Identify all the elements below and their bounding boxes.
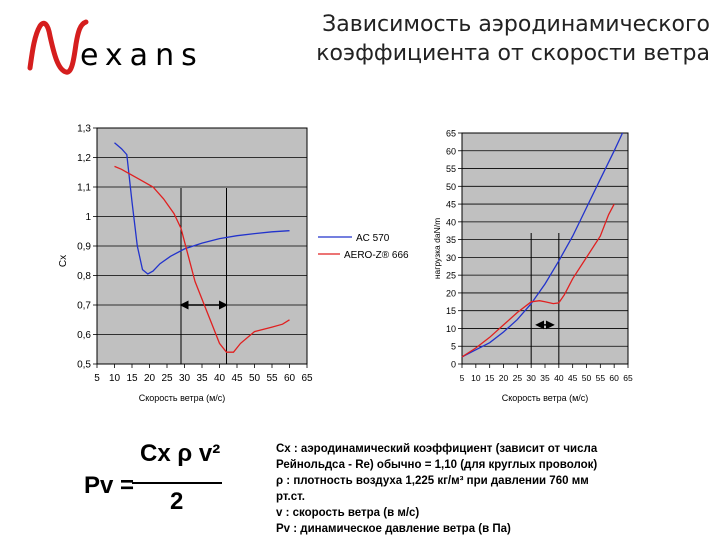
- x-tick-label: 60: [609, 373, 619, 383]
- note-line: Cx : аэродинамический коэффициент (завис…: [276, 443, 598, 455]
- note-line: ρ : плотность воздуха 1,225 кг/м³ при да…: [276, 475, 589, 487]
- series-line-0: [461, 132, 624, 358]
- y-tick-label: 15: [446, 306, 456, 316]
- y-tick-label: 0,9: [77, 242, 91, 253]
- x-tick-label: 20: [499, 373, 509, 383]
- x-tick-label: 65: [301, 373, 313, 384]
- y-tick-label: 0,6: [77, 330, 91, 341]
- x-tick-label: 5: [460, 373, 465, 383]
- x-tick-label: 45: [231, 373, 243, 384]
- y-tick-label: 55: [446, 164, 456, 174]
- y-tick-label: 10: [446, 324, 456, 334]
- y-tick-label: 50: [446, 182, 456, 192]
- y-tick-label: 25: [446, 271, 456, 281]
- x-tick-label: 50: [249, 373, 261, 384]
- x-tick-label: 20: [144, 373, 156, 384]
- formula-notes: Cx : аэродинамический коэффициент (завис…: [276, 441, 716, 537]
- note-line: v : скорость ветра (в м/с): [276, 507, 420, 519]
- y-tick-label: 0,8: [77, 271, 91, 282]
- y-tick-label: 65: [446, 129, 456, 139]
- y-tick-label: 20: [446, 288, 456, 298]
- formula-fraction-bar: [132, 482, 222, 484]
- y-tick-label: 1,2: [77, 153, 91, 164]
- y-tick-label: 30: [446, 253, 456, 263]
- x-tick-label: 55: [266, 373, 278, 384]
- x-tick-label: 45: [568, 373, 578, 383]
- y-tick-label: 45: [446, 200, 456, 210]
- legend-label-ac570: AC 570: [356, 233, 390, 244]
- y-tick-label: 0: [451, 360, 456, 370]
- x-tick-label: 15: [485, 373, 495, 383]
- y-tick-label: 1,1: [77, 183, 91, 194]
- x-axis-label: Скорость ветра (м/с): [502, 393, 589, 403]
- x-tick-label: 40: [214, 373, 226, 384]
- nexans-logo: [18, 14, 218, 84]
- legend-label-aero: AERO-Z® 666: [344, 250, 409, 261]
- y-axis-label: Cx: [58, 255, 69, 267]
- series-line-1: [461, 203, 615, 358]
- x-tick-label: 5: [94, 373, 100, 384]
- y-tick-label: 40: [446, 217, 456, 227]
- formula-lhs: Pv =: [84, 472, 135, 499]
- x-tick-label: 55: [596, 373, 606, 383]
- y-tick-label: 1,3: [77, 124, 91, 135]
- x-tick-label: 30: [179, 373, 191, 384]
- x-tick-label: 50: [582, 373, 592, 383]
- x-tick-label: 25: [161, 373, 173, 384]
- page-title: Зависимость аэродинамического коэффициен…: [290, 10, 710, 68]
- series-line-1: [114, 165, 290, 353]
- logo-text: exans: [80, 38, 204, 73]
- x-tick-label: 10: [109, 373, 121, 384]
- x-tick-label: 60: [284, 373, 296, 384]
- note-line: Рейнольдса - Re) обычно = 1,10 (для круг…: [276, 459, 598, 471]
- x-tick-label: 25: [513, 373, 523, 383]
- y-tick-label: 0,7: [77, 301, 91, 312]
- x-tick-label: 35: [540, 373, 550, 383]
- x-tick-label: 65: [623, 373, 633, 383]
- plot-area: [461, 132, 629, 365]
- x-tick-label: 15: [126, 373, 138, 384]
- logo-n-mark: [27, 19, 89, 75]
- formula-numerator: Cx ρ v²: [140, 440, 221, 467]
- series-line-0: [114, 142, 290, 275]
- pressure-formula: Pv = Cx ρ v² 2: [84, 436, 234, 526]
- formula-denominator: 2: [170, 488, 184, 515]
- note-line: Pv : динамическое давление ветра (в Па): [276, 523, 511, 535]
- legend: AC 570 AERO-Z® 666: [318, 233, 409, 261]
- x-tick-label: 10: [471, 373, 481, 383]
- y-axis-label: нагрузка daN/m: [432, 218, 442, 279]
- x-axis-label: Скорость ветра (м/с): [139, 393, 226, 403]
- y-tick-label: 5: [451, 342, 456, 352]
- x-tick-label: 40: [554, 373, 564, 383]
- x-tick-label: 35: [196, 373, 208, 384]
- y-tick-label: 35: [446, 235, 456, 245]
- y-tick-label: 0,5: [77, 360, 91, 371]
- y-tick-label: 60: [446, 146, 456, 156]
- title-line-2: коэффициента от скорости ветра: [316, 41, 710, 66]
- y-tick-label: 1: [85, 212, 91, 223]
- title-line-1: Зависимость аэродинамического: [322, 12, 710, 37]
- x-tick-label: 30: [526, 373, 536, 383]
- cx-chart: 0,5 0,6 0,7 0,8 0,9 1 1,1 1,2 1,3 5 10 15 20 25 30 35 40…: [58, 124, 313, 404]
- note-line: рт.ст.: [276, 491, 305, 503]
